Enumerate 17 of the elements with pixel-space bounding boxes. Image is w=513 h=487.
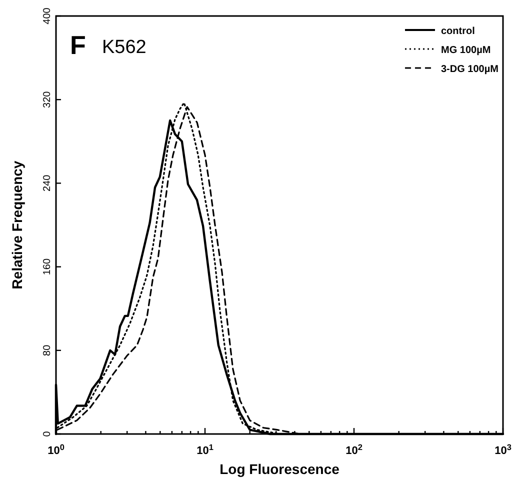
x-axis-title: Log Fluorescence	[220, 461, 340, 477]
y-axis-title: Relative Frequency	[9, 160, 25, 290]
y-tick-label: 160	[42, 258, 53, 276]
x-tick-label: 10$^{1}$	[196, 442, 214, 457]
text: K562	[102, 37, 146, 58]
annotation: F	[70, 30, 86, 60]
x-tick-label: 10$^{2}$	[346, 442, 363, 457]
legend-label: control	[441, 26, 476, 37]
y-tick-label: 320	[42, 90, 53, 108]
y-tick-label: 80	[42, 344, 53, 356]
x-tick-label: 10$^{3}$	[494, 442, 512, 457]
y-tick-label: 240	[42, 174, 53, 192]
x-tick-label: 10$^{0}$	[48, 442, 65, 457]
y-tick-label: 400	[42, 7, 53, 24]
legend-label: MG 100µM	[441, 45, 491, 56]
legend-label: 3-DG 100µM	[441, 64, 498, 75]
y-tick-label: 0	[42, 430, 53, 437]
